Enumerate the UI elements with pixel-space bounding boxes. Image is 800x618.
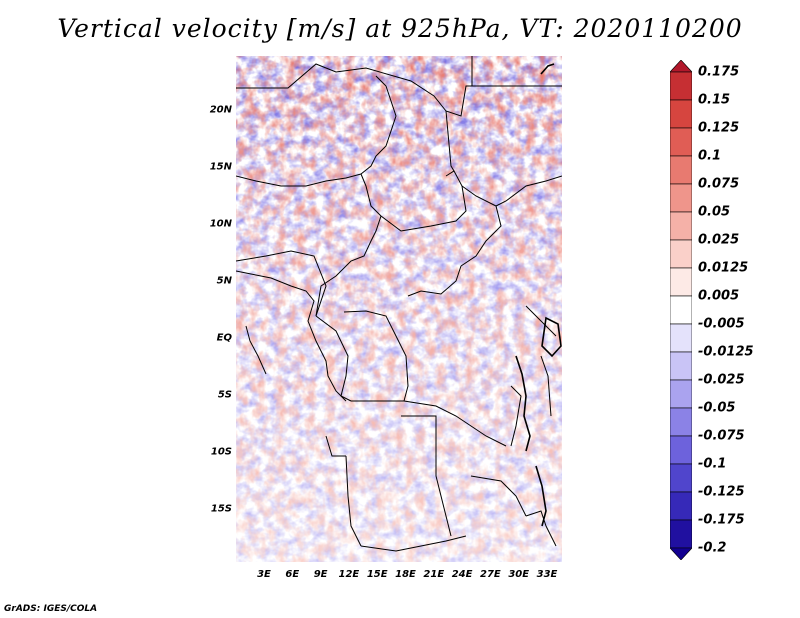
lat-tick-label: 15S	[210, 503, 232, 515]
lon-tick-label: 9E	[313, 569, 328, 580]
colorbar-label: 0.05	[698, 204, 731, 220]
colorbar-swatch	[670, 183, 692, 213]
lat-tick-label: 10N	[209, 218, 232, 230]
lon-tick-label: 15E	[366, 569, 388, 580]
colorbar-swatch	[670, 323, 692, 353]
colorbar-label: 0.15	[698, 92, 731, 108]
colorbar-swatch	[670, 379, 692, 409]
colorbar-label: 0.075	[698, 176, 740, 192]
map-title: Vertical velocity [m/s] at 925hPa, VT: 2…	[57, 14, 743, 43]
colorbar-label: 0.125	[698, 120, 740, 136]
rising-field	[236, 56, 562, 562]
lon-tick-label: 12E	[338, 569, 360, 580]
lat-tick-label: 10S	[210, 446, 232, 458]
lon-tick-label: 6E	[285, 569, 300, 580]
country-borders	[236, 56, 562, 552]
colorbar-swatch	[670, 295, 692, 325]
lon-tick-label: 30E	[508, 569, 530, 580]
colorbar-label: 0.0125	[698, 260, 749, 276]
lon-tick-label: 27E	[480, 569, 501, 580]
lake-outlines	[515, 63, 562, 527]
colorbar-label: -0.075	[698, 428, 745, 444]
colorbar-label: -0.025	[698, 372, 745, 388]
coastline	[236, 270, 347, 402]
lat-tick-label: EQ	[216, 332, 232, 344]
colorbar-swatch	[670, 127, 692, 157]
colorbar-swatch	[670, 60, 692, 73]
lat-tick-label: 20N	[209, 104, 232, 116]
lon-tick-label: 18E	[395, 569, 416, 580]
lat-tick-label: 15N	[209, 161, 232, 173]
colorbar-label: 0.025	[698, 232, 740, 248]
lon-tick-label: 33E	[536, 569, 558, 580]
colorbar-swatch	[670, 519, 692, 549]
colorbar-swatch	[670, 407, 692, 437]
colorbar-swatch	[670, 211, 692, 241]
colorbar-swatch	[670, 435, 692, 465]
colorbar-swatch	[670, 267, 692, 297]
colorbar-swatch	[670, 239, 692, 269]
colorbar-label: 0.175	[698, 64, 740, 80]
colorbar-label: -0.1	[698, 456, 727, 472]
lon-tick-label: 3E	[257, 569, 271, 580]
colorbar-label: -0.0125	[698, 344, 754, 360]
grads-credit: GrADS: IGES/COLA	[4, 604, 98, 614]
colorbar-label: -0.175	[698, 512, 745, 528]
colorbar-swatch	[670, 71, 692, 101]
colorbar-swatch	[670, 155, 692, 185]
colorbar-label: -0.05	[698, 400, 736, 416]
colorbar-label: 0.005	[698, 288, 740, 304]
lat-tick-label: 5S	[217, 389, 232, 401]
colorbar-swatch	[670, 463, 692, 493]
colorbar-label: -0.005	[698, 316, 745, 332]
colorbar-swatch	[670, 491, 692, 521]
colorbar-swatch	[670, 351, 692, 381]
lon-tick-label: 21E	[423, 569, 445, 580]
colorbar-label: -0.125	[698, 484, 745, 500]
vertical-velocity-map	[236, 56, 562, 562]
lon-tick-label: 24E	[451, 569, 473, 580]
colorbar-swatch	[670, 547, 692, 560]
colorbar	[670, 60, 692, 560]
lat-tick-label: 5N	[216, 275, 232, 287]
colorbar-label: 0.1	[698, 148, 722, 164]
colorbar-label: -0.2	[698, 540, 727, 556]
colorbar-swatch	[670, 99, 692, 129]
